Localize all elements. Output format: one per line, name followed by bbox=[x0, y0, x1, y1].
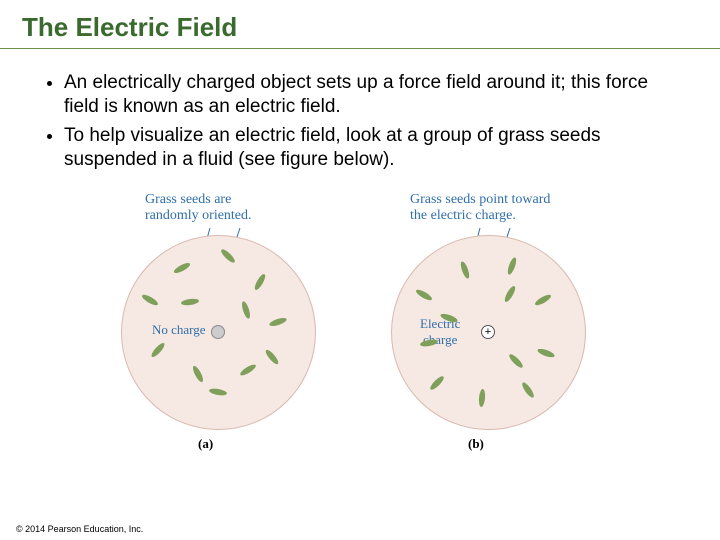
figure-area: No charge Grass seeds arerandomly oriente… bbox=[90, 192, 650, 452]
fluid-circle bbox=[121, 235, 316, 430]
panel-caption: Grass seeds arerandomly oriented. bbox=[145, 192, 252, 224]
bullet-item: An electrically charged object sets up a… bbox=[64, 71, 684, 120]
title-bar: The Electric Field bbox=[0, 0, 720, 47]
copyright-text: © 2014 Pearson Education, Inc. bbox=[16, 524, 143, 534]
inner-label: No charge bbox=[152, 322, 206, 338]
panel-label: (b) bbox=[468, 436, 484, 452]
slide-title: The Electric Field bbox=[22, 12, 698, 43]
panel-caption: Grass seeds point towardthe electric cha… bbox=[410, 192, 550, 224]
neutral-dot-icon bbox=[211, 325, 225, 339]
bullet-item: To help visualize an electric field, loo… bbox=[64, 124, 684, 173]
positive-charge-icon: + bbox=[481, 325, 495, 339]
bullet-list: An electrically charged object sets up a… bbox=[0, 49, 720, 186]
panel-label: (a) bbox=[198, 436, 213, 452]
